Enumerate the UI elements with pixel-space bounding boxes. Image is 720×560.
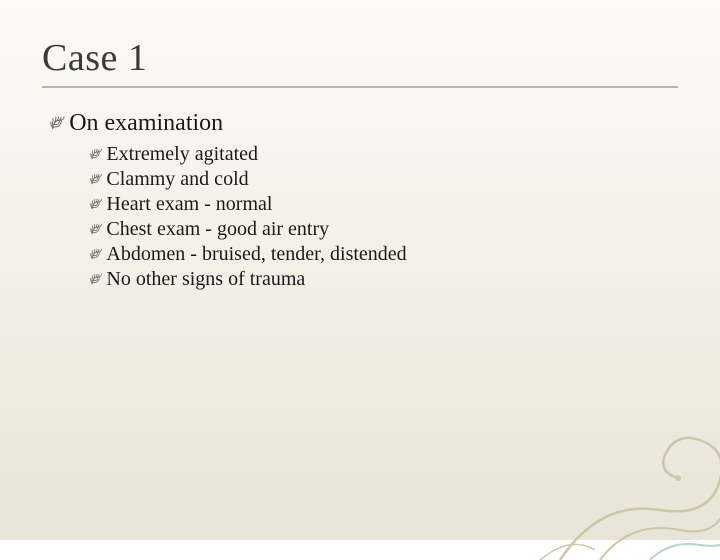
bullet-icon: ༗ — [50, 112, 65, 134]
list-item-level2: ༗ Heart exam - normal — [90, 193, 678, 216]
title-underline — [42, 86, 678, 88]
slide: Case 1 ༗ On examination ༗ Extremely agit… — [0, 0, 720, 540]
list-item-text: Chest exam - good air entry — [106, 218, 329, 241]
list-item-level2: ༗ Clammy and cold — [90, 168, 678, 191]
list-item-level2: ༗ No other signs of trauma — [90, 268, 678, 291]
bullet-icon: ༗ — [90, 145, 102, 163]
list-item-level2: ༗ Abdomen - bruised, tender, distended — [90, 243, 678, 266]
slide-title: Case 1 — [42, 36, 678, 80]
list-item-text: On examination — [69, 110, 223, 137]
list-item-level2: ༗ Chest exam - good air entry — [90, 218, 678, 241]
list-item-text: Clammy and cold — [106, 168, 248, 191]
list-item-level1: ༗ On examination — [50, 110, 678, 137]
bullet-icon: ༗ — [90, 220, 102, 238]
decorative-swirl-icon — [500, 360, 720, 560]
bullet-icon: ༗ — [90, 195, 102, 213]
list-item-level2: ༗ Extremely agitated — [90, 143, 678, 166]
bullet-icon: ༗ — [90, 170, 102, 188]
list-item-text: Heart exam - normal — [106, 193, 272, 216]
bullet-icon: ༗ — [90, 245, 102, 263]
list-item-text: No other signs of trauma — [106, 268, 305, 291]
list-item-text: Extremely agitated — [106, 143, 258, 166]
bullet-icon: ༗ — [90, 270, 102, 288]
list-item-text: Abdomen - bruised, tender, distended — [106, 243, 406, 266]
